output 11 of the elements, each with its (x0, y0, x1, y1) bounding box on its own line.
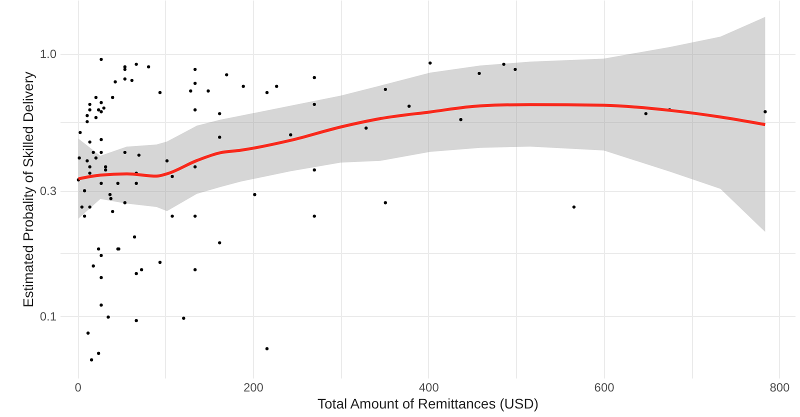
y-tick-label: 0.1 (40, 309, 57, 324)
x-tick-label: 200 (243, 380, 264, 394)
y-tick-label: 0.3 (40, 184, 57, 198)
line-series (76, 103, 767, 180)
y-tick-label: 1.0 (40, 47, 57, 62)
x-tick-label: 0 (74, 380, 82, 394)
x-tick-label: 600 (594, 380, 615, 394)
x-axis-title: Total Amount of Remittances (USD) (318, 396, 538, 412)
x-tick-label: 800 (770, 380, 790, 394)
x-tick-label: 400 (418, 380, 440, 394)
y-axis-title: Estimated Probality of Skilled Delivery (20, 72, 36, 308)
